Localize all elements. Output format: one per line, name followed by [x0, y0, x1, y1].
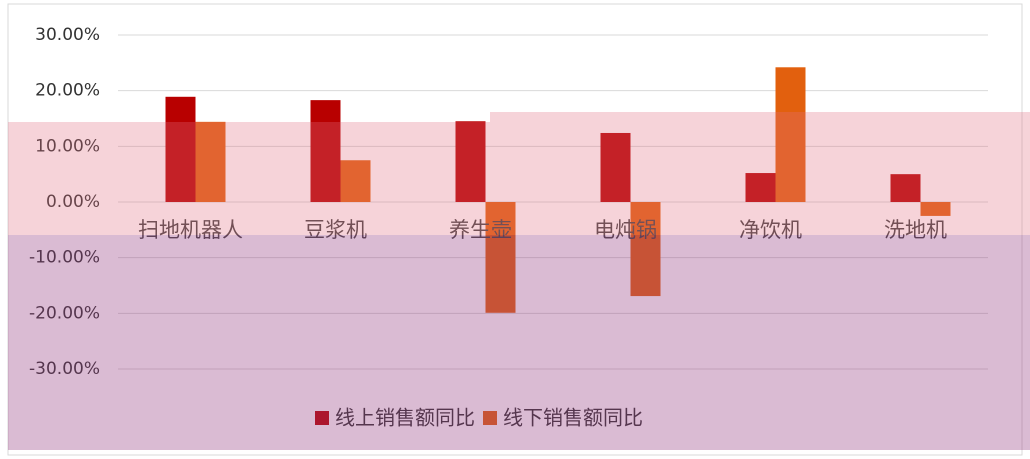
bar [600, 132, 631, 202]
x-tick-label: 养生壶 [449, 218, 512, 242]
legend-label: 线下销售额同比 [503, 406, 643, 430]
bar [455, 121, 486, 202]
x-tick-label: 电炖锅 [594, 218, 657, 242]
x-tick-label: 净饮机 [739, 218, 802, 242]
overlay-pink [8, 112, 1030, 235]
y-tick-label: -30.00% [29, 359, 100, 379]
bar [310, 100, 341, 202]
x-tick-label: 洗地机 [884, 218, 947, 242]
bar [195, 121, 226, 202]
bar [165, 96, 196, 202]
bar [890, 174, 921, 202]
bar [340, 160, 371, 202]
legend-swatch [315, 411, 329, 425]
y-tick-label: 0.00% [46, 192, 100, 212]
bar [920, 202, 951, 216]
overlay-purple [8, 235, 1030, 450]
y-tick-label: 30.00% [35, 25, 100, 45]
bar [485, 202, 516, 313]
bar [630, 202, 661, 297]
x-tick-label: 扫地机器人 [138, 218, 243, 242]
legend-swatch [483, 411, 497, 425]
y-tick-label: 20.00% [35, 81, 100, 101]
legend-label: 线上销售额同比 [335, 406, 475, 430]
y-tick-label: 10.00% [35, 136, 100, 156]
bar [745, 173, 776, 202]
x-tick-label: 豆浆机 [304, 218, 367, 242]
y-tick-label: -10.00% [29, 248, 100, 268]
bar [775, 67, 806, 202]
y-tick-label: -20.00% [29, 303, 100, 323]
